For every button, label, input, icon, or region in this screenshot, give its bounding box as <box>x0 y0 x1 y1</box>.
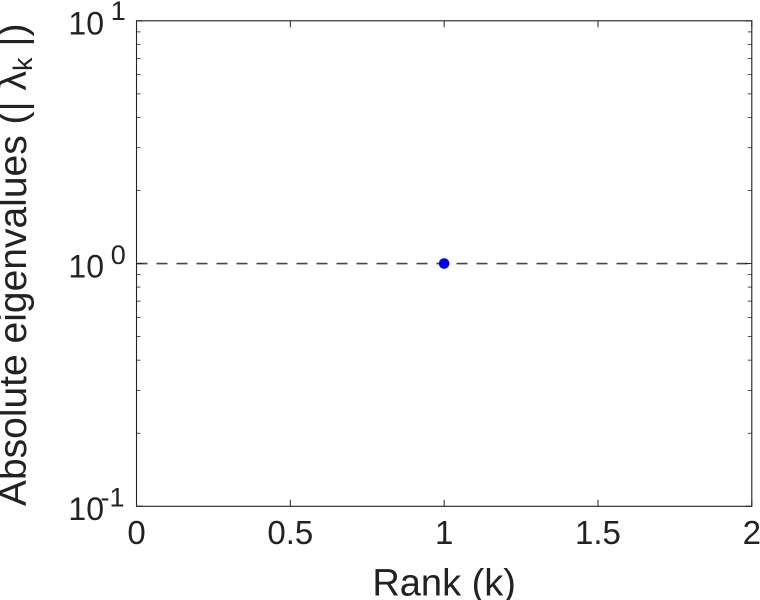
svg-text:-1: -1 <box>101 483 125 513</box>
svg-text:10: 10 <box>68 6 104 42</box>
svg-text:1.5: 1.5 <box>575 514 621 551</box>
svg-text:10: 10 <box>68 491 104 527</box>
svg-text:0: 0 <box>127 514 145 551</box>
svg-text:1: 1 <box>435 514 453 551</box>
svg-text:Rank (k): Rank (k) <box>372 563 516 600</box>
svg-text:0: 0 <box>111 240 126 270</box>
svg-text:10: 10 <box>68 248 104 284</box>
svg-text:Absolute eigenvalues (| λk |): Absolute eigenvalues (| λk |) <box>0 24 38 507</box>
svg-text:2: 2 <box>743 514 760 551</box>
svg-text:0.5: 0.5 <box>267 514 313 551</box>
svg-text:1: 1 <box>111 0 126 26</box>
